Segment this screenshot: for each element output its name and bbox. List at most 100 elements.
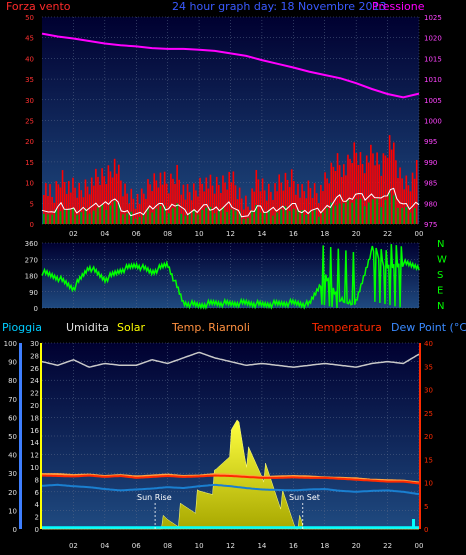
- humidity-tick-label: 40: [8, 452, 17, 460]
- wind-bar: [209, 174, 212, 224]
- direction-plot: [41, 244, 420, 310]
- legend-dew-point: Dew Point (°C): [391, 321, 466, 334]
- humidity-tick-label: 0: [13, 526, 17, 534]
- wind-bar: [174, 183, 176, 224]
- grid-lines: [42, 16, 420, 530]
- wind-bar: [68, 181, 70, 224]
- wind-bar: [413, 178, 416, 224]
- wind-bar: [82, 197, 85, 224]
- compass-label: N: [437, 239, 444, 250]
- gust-bar: [105, 209, 108, 224]
- wind-bar: [159, 172, 162, 224]
- wind-bar: [182, 184, 185, 224]
- gust-bar: [243, 218, 245, 224]
- wind-bar: [259, 191, 262, 224]
- wind-bar: [107, 165, 110, 224]
- solar-tick-label: 12: [30, 452, 39, 460]
- wind-bar: [336, 153, 339, 224]
- gust-bar: [59, 211, 62, 224]
- humidity-tick-label: 100: [4, 340, 17, 348]
- gust-bar: [384, 200, 387, 224]
- gust-bar: [234, 210, 237, 224]
- gust-bar: [138, 216, 141, 224]
- wind-bar: [186, 184, 189, 224]
- pressure-tick-label: 1005: [424, 97, 442, 105]
- gust-bar: [284, 206, 287, 224]
- wind-bar: [211, 185, 214, 224]
- gust-bar: [80, 212, 83, 224]
- gust-bar: [276, 212, 278, 224]
- sun-rise-label: Sun Rise: [137, 493, 172, 502]
- pressure-tick-label: 980: [424, 200, 437, 208]
- wind-bar: [236, 199, 239, 224]
- wind-bar: [376, 152, 378, 224]
- wind-bar: [405, 175, 408, 224]
- temperature-tick-label: 15: [424, 456, 433, 464]
- pressure-line: [41, 32, 420, 99]
- wind-bar: [86, 186, 89, 224]
- temperature-tick-label: 40: [424, 340, 433, 348]
- wind-bar: [63, 182, 66, 224]
- gust-bar: [55, 208, 58, 224]
- wind-bar: [345, 175, 347, 224]
- wind-bar: [309, 188, 312, 224]
- gust-bar: [155, 208, 158, 224]
- wind-bar: [124, 183, 126, 224]
- wind-bar: [113, 158, 116, 224]
- axes-labels: 0510152025303540455097598098599099510001…: [4, 14, 447, 550]
- wind-bar: [249, 210, 251, 224]
- wind-bar: [136, 193, 139, 224]
- gust-bar: [376, 198, 378, 224]
- pressure-tick-label: 1000: [424, 118, 442, 126]
- wind-bar: [228, 171, 231, 224]
- wind-bar: [349, 158, 351, 224]
- wind-bar: [103, 176, 106, 224]
- direction-tick-label: 0: [34, 305, 38, 313]
- wind-bar: [199, 177, 201, 224]
- gust-bar: [205, 207, 208, 224]
- wind-bar: [374, 165, 376, 224]
- wind-bar: [153, 173, 156, 224]
- pressure-tick-label: 990: [424, 159, 437, 167]
- gust-bar: [122, 214, 124, 224]
- x-tick-label: 06: [132, 542, 141, 550]
- wind-bar: [380, 175, 383, 224]
- x-tick-label: 14: [257, 230, 266, 238]
- wind-direction-line: [41, 244, 420, 310]
- wind-bar: [307, 180, 310, 224]
- solar-tick-label: 22: [30, 390, 39, 398]
- wind-bar: [140, 188, 143, 224]
- direction-tick-label: 270: [25, 256, 38, 264]
- wind-bar: [176, 164, 178, 224]
- gust-bar: [109, 205, 112, 224]
- wind-tick-label: 45: [25, 35, 34, 43]
- x-tick-label: 00: [415, 542, 424, 550]
- gust-bar: [113, 201, 116, 224]
- gust-bar: [213, 213, 216, 224]
- x-tick-label: 14: [257, 542, 266, 550]
- gust-bar: [272, 215, 274, 224]
- solar-tick-label: 0: [35, 526, 39, 534]
- gust-bar: [134, 218, 137, 224]
- wind-bar: [122, 196, 124, 224]
- wind-tick-label: 20: [25, 138, 34, 146]
- gust-bar: [88, 213, 91, 224]
- temperature-line: [41, 474, 420, 485]
- compass-label: E: [437, 286, 443, 297]
- gust-bar: [251, 211, 253, 224]
- gust-bar: [184, 215, 187, 224]
- direction-tick-label: 180: [25, 273, 38, 281]
- humidity-tick-label: 30: [8, 470, 17, 478]
- gust-bar: [101, 204, 103, 224]
- wind-bar: [80, 190, 83, 224]
- gust-bar: [255, 205, 258, 224]
- gust-bar: [388, 192, 391, 224]
- gust-bar: [313, 209, 316, 224]
- gust-bar: [347, 199, 349, 224]
- wind-bar: [138, 203, 141, 224]
- gust-bar: [47, 214, 49, 224]
- wind-bar: [330, 162, 333, 224]
- gust-bar: [151, 212, 153, 224]
